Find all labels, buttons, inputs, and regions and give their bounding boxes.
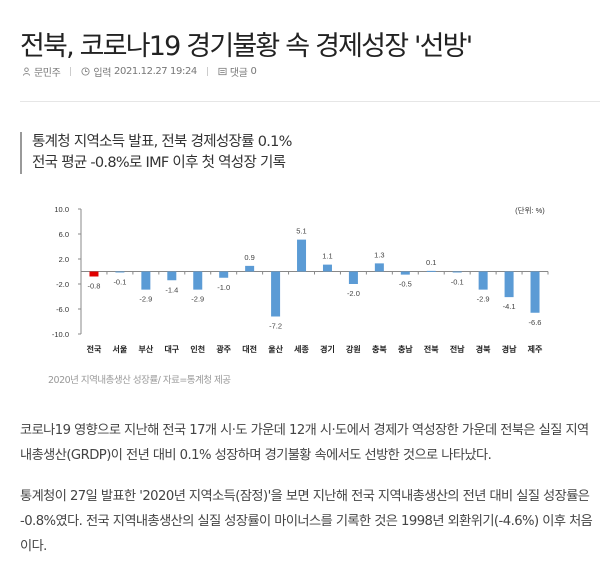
figure-caption: 2020년 지역내총생산 성장률/ 자료=통계청 제공 — [48, 375, 231, 386]
article-subheading: 통계청 지역소득 발표, 전북 경제성장률 0.1% 전국 평균 -0.8%로 … — [20, 132, 292, 174]
comments-count: 0 — [250, 66, 257, 77]
svg-text:5.1: 5.1 — [296, 227, 306, 236]
person-icon — [22, 67, 31, 76]
svg-text:-0.5: -0.5 — [399, 280, 412, 289]
svg-text:10.0: 10.0 — [54, 205, 69, 214]
svg-text:전북: 전북 — [424, 344, 439, 354]
svg-text:-1.0: -1.0 — [217, 283, 230, 292]
svg-text:6.0: 6.0 — [59, 230, 69, 239]
svg-text:경남: 경남 — [502, 344, 517, 354]
article-title: 전북, 코로나19 경기불황 속 경제성장 '선방' — [20, 31, 473, 63]
svg-text:대구: 대구 — [164, 344, 179, 354]
svg-text:0.1: 0.1 — [426, 258, 436, 267]
svg-text:2.0: 2.0 — [59, 255, 69, 264]
svg-text:전남: 전남 — [450, 344, 465, 354]
comments-link[interactable]: 댓글 0 — [218, 64, 257, 79]
svg-text:0.9: 0.9 — [244, 253, 254, 262]
subheading-line-1: 통계청 지역소득 발표, 전북 경제성장률 0.1% — [32, 134, 292, 150]
meta-divider — [206, 67, 208, 76]
svg-text:-10.0: -10.0 — [52, 330, 69, 339]
subheading-line-2: 전국 평균 -0.8%로 IMF 이후 첫 역성장 기록 — [32, 155, 286, 171]
article-meta: 문민주 입력 2021.12.27 19:24 댓글 0 — [22, 64, 257, 79]
article-paragraph-2: 통계청이 27일 발표한 '2020년 지역소득(잠정)'을 보면 지난해 전국… — [20, 489, 593, 554]
svg-text:-2.9: -2.9 — [191, 295, 204, 304]
svg-text:1.1: 1.1 — [322, 252, 332, 261]
svg-text:-0.1: -0.1 — [451, 278, 464, 287]
svg-text:대전: 대전 — [242, 344, 257, 354]
svg-text:-6.0: -6.0 — [56, 305, 69, 314]
svg-text:강원: 강원 — [346, 344, 361, 354]
svg-text:세종: 세종 — [294, 344, 309, 354]
svg-text:전국: 전국 — [87, 344, 102, 354]
svg-text:인천: 인천 — [190, 344, 205, 354]
svg-text:부산: 부산 — [138, 344, 153, 354]
comment-icon — [218, 67, 227, 76]
svg-text:제주: 제주 — [528, 344, 543, 354]
svg-text:-0.8: -0.8 — [88, 282, 101, 291]
svg-text:-1.4: -1.4 — [165, 285, 178, 294]
svg-text:충남: 충남 — [398, 344, 413, 354]
svg-text:서울: 서울 — [113, 344, 128, 354]
svg-text:-7.2: -7.2 — [269, 322, 282, 331]
meta-divider — [70, 67, 72, 76]
svg-text:-2.0: -2.0 — [347, 289, 360, 298]
growth-rate-bar-chart: 10.0 6.0 2.0 -2.0 -6.0 -10.0 (단위: %) -0.8 전국 -0.1… — [52, 205, 549, 354]
svg-text:광주: 광주 — [216, 344, 231, 354]
published-info: 입력 2021.12.27 19:24 — [81, 64, 197, 79]
author-info[interactable]: 문민주 — [22, 64, 61, 79]
svg-text:울산: 울산 — [268, 344, 283, 354]
comments-label: 댓글 — [229, 68, 248, 79]
svg-text:-6.6: -6.6 — [529, 318, 542, 327]
author-name: 문민주 — [34, 68, 61, 79]
published-date: 2021.12.27 19:24 — [114, 66, 197, 77]
svg-text:(단위: %): (단위: %) — [515, 205, 545, 215]
svg-text:1.3: 1.3 — [374, 250, 384, 259]
svg-text:-2.0: -2.0 — [56, 280, 69, 289]
svg-text:경기: 경기 — [320, 344, 335, 354]
svg-text:-0.1: -0.1 — [113, 278, 126, 287]
svg-text:충북: 충북 — [372, 344, 387, 354]
published-label: 입력 — [93, 68, 112, 79]
clock-icon — [81, 67, 90, 76]
article-paragraph-1: 코로나19 영향으로 지난해 전국 17개 시·도 가운데 12개 시·도에서 … — [20, 423, 589, 463]
svg-text:-4.1: -4.1 — [503, 302, 516, 311]
svg-text:-2.9: -2.9 — [477, 295, 490, 304]
header-divider — [20, 101, 600, 102]
svg-text:-2.9: -2.9 — [139, 295, 152, 304]
svg-text:경북: 경북 — [476, 344, 491, 354]
